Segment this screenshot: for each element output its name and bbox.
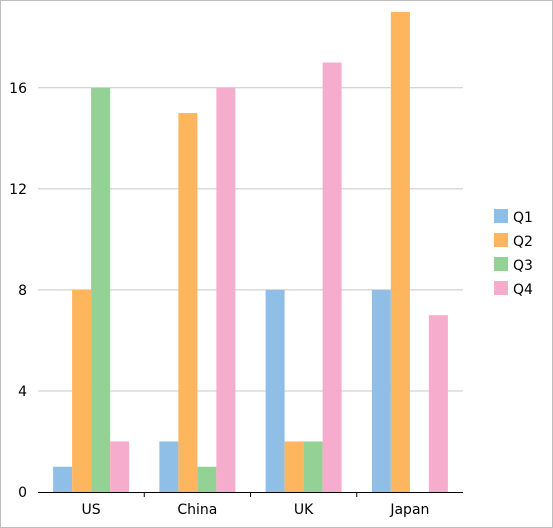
legend-swatch [494, 209, 508, 223]
x-tick-label: China [177, 502, 217, 518]
x-tick-label: UK [294, 502, 314, 518]
legend-swatch [494, 281, 508, 295]
bar-q4-uk [322, 62, 342, 493]
bar-q1-uk [265, 289, 285, 492]
legend-label: Q3 [513, 258, 533, 274]
bar-q4-china [216, 87, 236, 492]
y-tick-label: 12 [9, 182, 27, 198]
y-tick-label: 4 [18, 384, 27, 400]
legend-label: Q2 [513, 234, 533, 250]
x-tick-label: Japan [389, 502, 429, 518]
y-tick-label: 16 [9, 81, 27, 97]
x-tick-label: US [82, 502, 101, 518]
legend: Q1 Q2 Q3 Q4 [494, 209, 533, 298]
bar-q3-china [197, 466, 217, 492]
legend-label: Q4 [513, 282, 533, 298]
bar-q2-china [178, 113, 198, 492]
bar-q2-uk [284, 441, 304, 492]
bar-q1-japan [371, 289, 391, 492]
bar-q2-us [72, 289, 92, 492]
legend-swatch [494, 257, 508, 271]
bar-q4-us [110, 441, 130, 492]
y-tick-label: 8 [18, 283, 27, 299]
bars [53, 12, 448, 493]
bar-q1-china [159, 441, 179, 492]
y-tick-label: 0 [18, 485, 27, 501]
bar-q4-japan [428, 315, 448, 492]
legend-swatch [494, 233, 508, 247]
bar-q3-us [91, 87, 111, 492]
axes: 0 4 8 12 16 US China UK Japan [9, 81, 463, 518]
bar-q1-us [53, 466, 73, 492]
bar-q3-uk [303, 441, 323, 492]
legend-label: Q1 [513, 210, 533, 226]
bar-q2-japan [390, 12, 410, 492]
